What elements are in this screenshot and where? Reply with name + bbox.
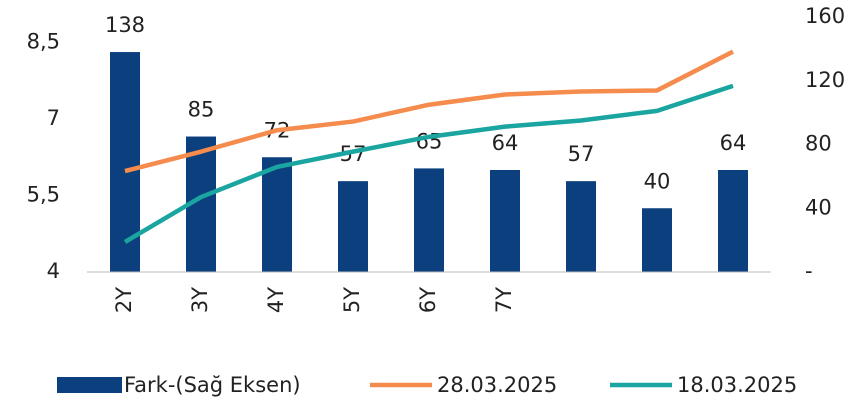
y-tick-label: 5,5 [27, 183, 60, 207]
y-tick-label: 4 [47, 259, 60, 283]
x-tick-label: 2Y [112, 287, 136, 313]
x-tick-label: 5Y [340, 287, 364, 313]
y-tick-label: 8,5 [27, 30, 60, 54]
y-tick-label: 7 [47, 106, 60, 130]
legend-label: Fark-(Sağ Eksen) [124, 373, 301, 397]
data-label: 138 [105, 13, 145, 37]
bar [718, 170, 748, 272]
legend-swatch [57, 377, 122, 393]
y2-tick-label: 160 [805, 4, 845, 28]
x-tick-label: 6Y [416, 287, 440, 313]
data-label: 40 [644, 169, 671, 193]
bar [566, 181, 596, 272]
data-label: 85 [188, 98, 215, 122]
data-label: 64 [492, 131, 519, 155]
x-tick-label: 7Y [492, 287, 516, 313]
bar [262, 157, 292, 272]
line [123, 83, 734, 244]
y2-tick-label: 120 [805, 68, 845, 92]
data-label: 57 [568, 142, 595, 166]
x-tick-label: 3Y [188, 287, 212, 313]
data-label: 64 [720, 131, 747, 155]
y2-tick-label: 40 [805, 195, 832, 219]
bar [338, 181, 368, 272]
y2-tick-label: - [805, 259, 813, 283]
legend-label: 28.03.2025 [437, 373, 557, 397]
legend-label: 18.03.2025 [677, 373, 797, 397]
line [124, 49, 735, 174]
bar [110, 52, 140, 272]
y2-tick-label: 80 [805, 132, 832, 156]
x-tick-label: 4Y [264, 287, 288, 313]
bar [490, 170, 520, 272]
data-label: 65 [416, 129, 443, 153]
bar [642, 208, 672, 272]
bar [414, 168, 444, 272]
